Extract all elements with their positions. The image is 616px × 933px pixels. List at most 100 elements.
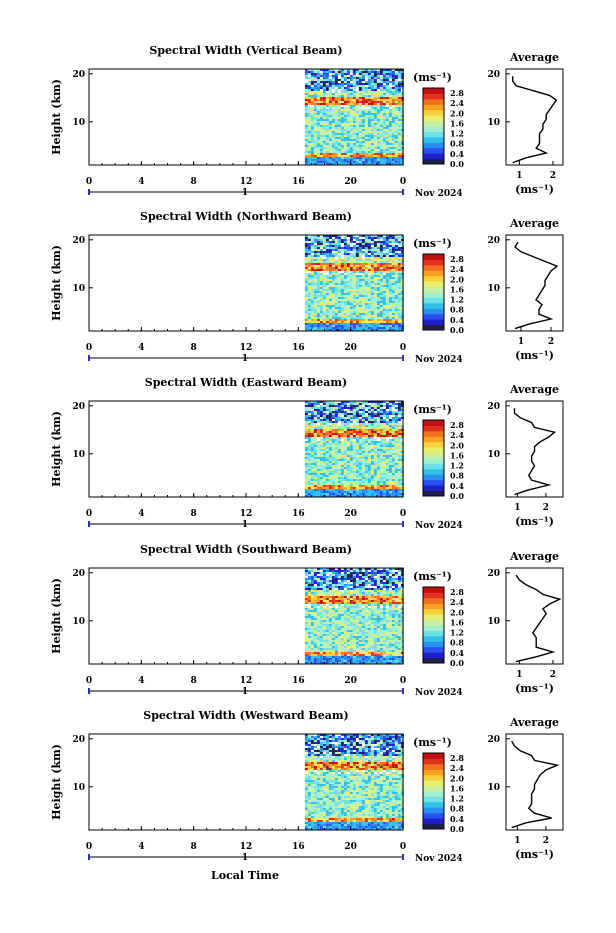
heatmap-cell — [347, 313, 350, 315]
heatmap-cell — [371, 407, 374, 409]
heatmap-cell — [383, 319, 386, 321]
heatmap-cell — [314, 437, 317, 439]
heatmap-cell — [347, 91, 350, 93]
heatmap-cell — [347, 489, 350, 491]
heatmap-cell — [314, 483, 317, 485]
heatmap-cell — [380, 489, 383, 491]
heatmap-cell — [350, 283, 353, 285]
heatmap-cell — [359, 289, 362, 291]
heatmap-cell — [380, 477, 383, 479]
heatmap-cell — [305, 243, 308, 245]
heatmap-cell — [353, 327, 356, 329]
heatmap-cell — [398, 445, 401, 447]
heatmap-cell — [386, 111, 389, 113]
heatmap-cell — [332, 405, 335, 407]
heatmap-cell — [326, 455, 329, 457]
heatmap-cell — [395, 459, 398, 461]
heatmap-cell — [386, 459, 389, 461]
heatmap-cell — [338, 157, 341, 159]
heatmap-cell — [320, 481, 323, 483]
heatmap-cell — [359, 125, 362, 127]
heatmap-cell — [395, 323, 398, 325]
heatmap-cell — [380, 305, 383, 307]
heatmap-cell — [374, 247, 377, 249]
heatmap-cell — [326, 249, 329, 251]
heatmap-cell — [323, 85, 326, 87]
heatmap-cell — [344, 151, 347, 153]
heatmap-cell — [365, 151, 368, 153]
heatmap-cell — [308, 259, 311, 261]
heatmap-cell — [392, 117, 395, 119]
heatmap-cell — [311, 441, 314, 443]
heatmap-cell — [380, 323, 383, 325]
heatmap-cell — [335, 141, 338, 143]
heatmap-cell — [386, 325, 389, 327]
heatmap-cell — [341, 133, 344, 135]
heatmap-cell — [341, 409, 344, 411]
heatmap-cell — [323, 413, 326, 415]
heatmap-cell — [347, 153, 350, 155]
heatmap-cell — [377, 457, 380, 459]
heatmap-cell — [305, 311, 308, 313]
heatmap-cell — [359, 291, 362, 293]
heatmap-cell — [371, 143, 374, 145]
heatmap-cell — [386, 311, 389, 313]
heatmap-cell — [380, 151, 383, 153]
heatmap-cell — [398, 449, 401, 451]
heatmap-cell — [350, 125, 353, 127]
heatmap-cell — [320, 273, 323, 275]
heatmap-cell — [371, 423, 374, 425]
heatmap-cell — [317, 303, 320, 305]
heatmap-cell — [338, 291, 341, 293]
heatmap-cell — [368, 303, 371, 305]
heatmap-cell — [308, 305, 311, 307]
heatmap-cell — [392, 275, 395, 277]
heatmap-cell — [383, 570, 386, 572]
heatmap-cell — [344, 275, 347, 277]
heatmap-cell — [398, 439, 401, 441]
heatmap-cell — [347, 429, 350, 431]
heatmap-cell — [335, 95, 338, 97]
heatmap-cell — [332, 81, 335, 83]
heatmap-cell — [341, 413, 344, 415]
heatmap-cell — [380, 407, 383, 409]
heatmap-cell — [341, 323, 344, 325]
heatmap-cell — [314, 473, 317, 475]
heatmap-cell — [332, 576, 335, 578]
heatmap-cell — [398, 159, 401, 161]
heatmap-cell — [326, 299, 329, 301]
heatmap-cell — [380, 475, 383, 477]
heatmap-cell — [368, 455, 371, 457]
heatmap-cell — [368, 149, 371, 151]
heatmap-cell — [383, 283, 386, 285]
heatmap-cell — [377, 285, 380, 287]
heatmap-cell — [320, 283, 323, 285]
heatmap-cell — [386, 245, 389, 247]
heatmap-cell — [338, 121, 341, 123]
heatmap-cell — [350, 429, 353, 431]
heatmap-cell — [395, 465, 398, 467]
heatmap-cell — [374, 295, 377, 297]
heatmap-cell — [338, 255, 341, 257]
heatmap-cell — [317, 289, 320, 291]
heatmap-cell — [341, 465, 344, 467]
heatmap-cell — [326, 257, 329, 259]
heatmap-cell — [359, 439, 362, 441]
heatmap-cell — [353, 469, 356, 471]
heatmap-cell — [341, 281, 344, 283]
heatmap-cell — [329, 315, 332, 317]
heatmap-cell — [380, 125, 383, 127]
heatmap-cell — [389, 323, 392, 325]
heatmap-cell — [368, 121, 371, 123]
heatmap-cell — [332, 409, 335, 411]
heatmap-cell — [326, 105, 329, 107]
heatmap-cell — [329, 255, 332, 257]
heatmap-cell — [356, 157, 359, 159]
heatmap-cell — [371, 273, 374, 275]
heatmap-cell — [320, 427, 323, 429]
heatmap-cell — [386, 281, 389, 283]
heatmap-cell — [347, 87, 350, 89]
heatmap-cell — [314, 159, 317, 161]
heatmap-cell — [395, 99, 398, 101]
heatmap-cell — [344, 95, 347, 97]
